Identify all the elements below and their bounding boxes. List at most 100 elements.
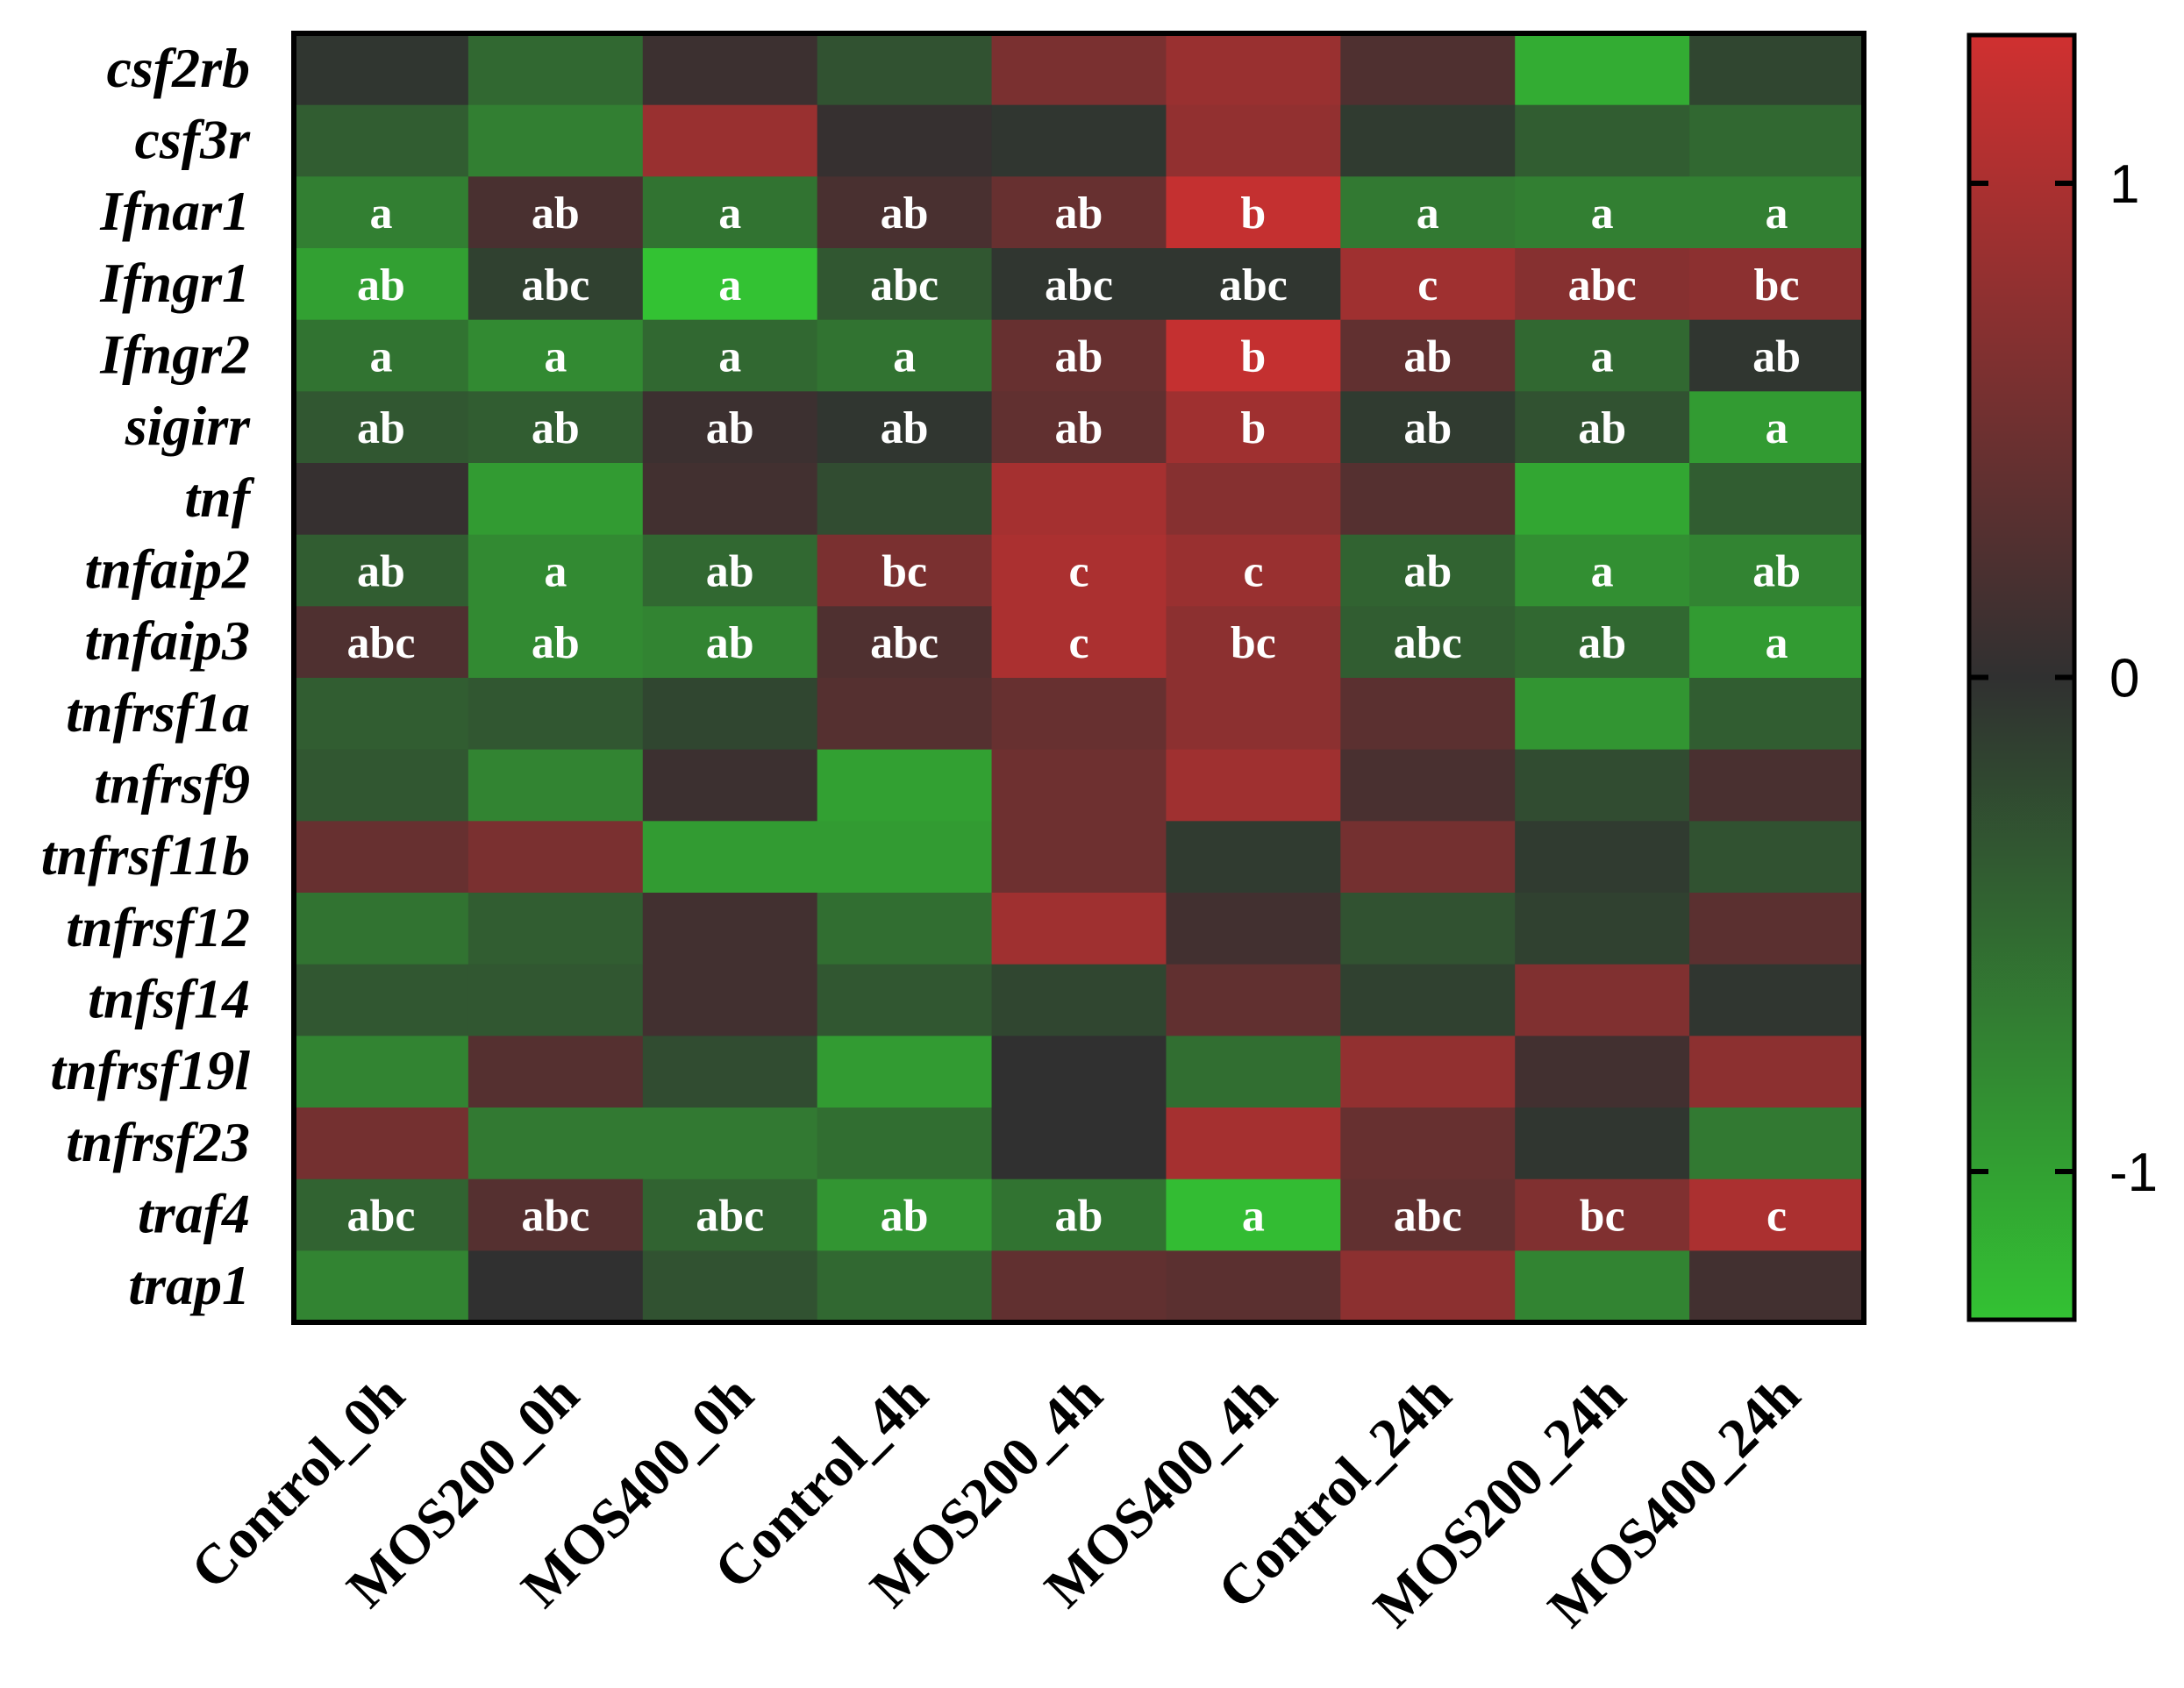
- heatmap-cell: [991, 33, 1167, 106]
- significance-letter: a: [718, 260, 741, 310]
- heatmap-cell: [467, 534, 644, 607]
- heatmap-cell: [1166, 1250, 1341, 1323]
- heatmap-cell: [817, 893, 993, 965]
- heatmap-cell: [1515, 964, 1690, 1036]
- heatmap-cell: [1515, 893, 1690, 965]
- significance-letter: a: [369, 332, 392, 382]
- heatmap-cell: [642, 176, 818, 249]
- gene-label: tnfrsf23: [66, 1111, 250, 1173]
- heatmap-cell: [1689, 678, 1865, 751]
- significance-letter: a: [1591, 547, 1614, 597]
- heatmap-cell: [1340, 463, 1516, 536]
- significance-letter: c: [1243, 547, 1263, 597]
- heatmap-cell: [1166, 678, 1341, 751]
- heatmap-cell: [817, 534, 993, 607]
- heatmap-cell: [1166, 821, 1341, 894]
- heatmap-cell: [817, 821, 993, 894]
- heatmap-cell: [1166, 534, 1341, 607]
- heatmap-cell: [1340, 33, 1516, 106]
- significance-letter: ab: [1578, 403, 1626, 453]
- heatmap-cell: [1689, 749, 1865, 822]
- gene-label: csf2rb: [106, 37, 250, 99]
- heatmap-cell: [1340, 606, 1516, 679]
- heatmap-cell: [1166, 33, 1341, 106]
- heatmap-cell: [1340, 248, 1516, 321]
- significance-letter: a: [1242, 1192, 1265, 1242]
- significance-letter: abc: [1219, 260, 1288, 310]
- significance-letter: b: [1240, 332, 1266, 382]
- heatmap-cell: [467, 463, 644, 536]
- heatmap-cell: [294, 534, 469, 607]
- heatmap-cell: [642, 1179, 818, 1251]
- heatmap-cell: [1340, 534, 1516, 607]
- heatmap-cells: [294, 33, 1865, 1323]
- heatmap-cell: [1166, 104, 1341, 177]
- gene-label: tnfrsf11b: [41, 824, 250, 887]
- heatmap-cell: [642, 678, 818, 751]
- heatmap-cell: [1340, 1108, 1516, 1180]
- gene-label: tnfsf14: [88, 968, 250, 1030]
- gene-label: tnfrsf1a: [66, 681, 250, 744]
- heatmap-cell: [991, 534, 1167, 607]
- heatmap-cell: [1689, 606, 1865, 679]
- significance-letter: a: [718, 189, 741, 239]
- heatmap-cell: [1340, 893, 1516, 965]
- significance-letter: a: [1417, 189, 1439, 239]
- heatmap-cell: [467, 391, 644, 464]
- heatmap-cell: [1166, 749, 1341, 822]
- heatmap-cell: [1689, 1250, 1865, 1323]
- heatmap-cell: [467, 176, 644, 249]
- heatmap-cell: [1689, 319, 1865, 392]
- significance-letter: c: [1766, 1192, 1787, 1242]
- heatmap-cell: [1515, 248, 1690, 321]
- heatmap-cell: [294, 678, 469, 751]
- heatmap-cell: [467, 821, 644, 894]
- heatmap-cell: [294, 1250, 469, 1323]
- color-scale-tick-label: 1: [2109, 154, 2139, 215]
- heatmap-cell: [294, 176, 469, 249]
- heatmap-cell: [1166, 319, 1341, 392]
- heatmap-cell: [642, 893, 818, 965]
- heatmap-cell: [1515, 606, 1690, 679]
- heatmap-cell: [294, 749, 469, 822]
- heatmap-cell: [642, 821, 818, 894]
- heatmap-cell: [991, 176, 1167, 249]
- significance-letter: c: [1417, 260, 1438, 310]
- color-scale-tick-label: 0: [2109, 649, 2139, 709]
- heatmap-cell: [991, 1250, 1167, 1323]
- significance-letter: abc: [1394, 618, 1462, 668]
- heatmap-cell: [642, 391, 818, 464]
- heatmap-cell: [991, 248, 1167, 321]
- heatmap-cell: [294, 606, 469, 679]
- heatmap-cell: [294, 391, 469, 464]
- heatmap-cell: [1689, 821, 1865, 894]
- heatmap-cell: [642, 606, 818, 679]
- heatmap-cell: [1689, 33, 1865, 106]
- heatmap-cell: [294, 319, 469, 392]
- heatmap-cell: [294, 821, 469, 894]
- heatmap-cell: [817, 678, 993, 751]
- heatmap-cell: [1340, 749, 1516, 822]
- heatmap-cell: [1166, 606, 1341, 679]
- heatmap-cell: [467, 1036, 644, 1108]
- heatmap-cell: [467, 606, 644, 679]
- gene-label: tnfaip2: [85, 538, 250, 601]
- heatmap-cell: [467, 104, 644, 177]
- heatmap-cell: [642, 33, 818, 106]
- heatmap-cell: [1515, 1179, 1690, 1251]
- heatmap-cell: [991, 749, 1167, 822]
- heatmap-cell: [817, 391, 993, 464]
- heatmap-cell: [294, 1108, 469, 1180]
- heatmap-cell: [1340, 678, 1516, 751]
- heatmap-cell: [642, 749, 818, 822]
- significance-letter: b: [1240, 403, 1266, 453]
- significance-letter: ab: [532, 189, 580, 239]
- heatmap-cell: [991, 893, 1167, 965]
- gene-label: tnf: [184, 467, 254, 529]
- significance-letter: a: [718, 332, 741, 382]
- heatmap-cell: [991, 606, 1167, 679]
- gene-label: tnfaip3: [85, 609, 250, 672]
- heatmap-cell: [467, 1179, 644, 1251]
- heatmap-cell: [991, 104, 1167, 177]
